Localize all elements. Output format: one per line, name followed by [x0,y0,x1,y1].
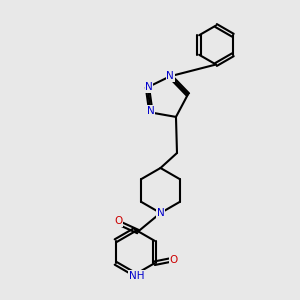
Text: O: O [114,216,123,226]
Text: NH: NH [129,271,144,281]
Text: N: N [145,82,153,92]
Text: O: O [170,255,178,265]
Text: N: N [167,71,174,81]
Text: N: N [147,106,155,116]
Text: N: N [157,208,164,218]
